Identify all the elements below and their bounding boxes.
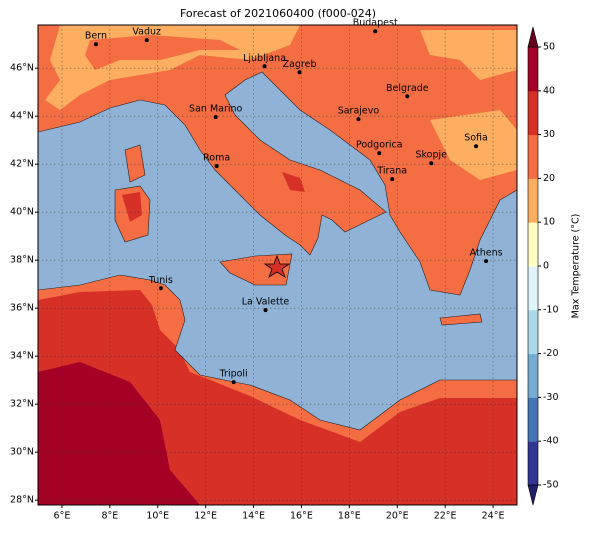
city-dot <box>474 144 479 149</box>
city-label: Zagreb <box>283 59 317 70</box>
italy-hot-zone <box>282 172 305 192</box>
x-tick-label: 6°E <box>54 511 71 522</box>
colorbar-tick-label: 30 <box>543 129 555 140</box>
colorbar-band <box>528 266 538 311</box>
y-tick-label: 40°N <box>10 207 34 218</box>
city-label: Vaduz <box>132 27 161 38</box>
x-tick-label: 24°E <box>482 511 505 522</box>
city-dot <box>484 259 489 264</box>
x-tick-label: 10°E <box>146 511 169 522</box>
city-dot <box>373 29 378 34</box>
x-tick-label: 16°E <box>290 511 313 522</box>
crete <box>439 313 483 326</box>
city-label: Tirana <box>376 166 407 177</box>
city-dot <box>262 64 267 69</box>
title: Forecast of 2021060400 (f000-024) <box>180 7 376 20</box>
y-tick-label: 32°N <box>10 399 34 410</box>
city-dot <box>390 177 395 182</box>
y-tick-label: 30°N <box>10 447 34 458</box>
x-tick-label: 18°E <box>338 511 361 522</box>
colorbar-tick-label: -40 <box>543 436 559 447</box>
city-dot <box>263 308 268 313</box>
colorbar-extend-bottom <box>527 484 539 506</box>
y-tick-label: 46°N <box>10 63 34 74</box>
city-label: Sarajevo <box>338 106 380 117</box>
city-dot <box>405 94 410 99</box>
colorbar-tick-label: 20 <box>543 173 555 184</box>
colorbar-tick-label: 10 <box>543 217 555 228</box>
colorbar-band <box>528 441 538 486</box>
colorbar-band <box>528 222 538 267</box>
colorbar-band <box>528 178 538 223</box>
x-tick-label: 14°E <box>242 511 265 522</box>
city-label: Budapest <box>353 18 398 29</box>
map-fill <box>38 25 517 505</box>
colorbar-band <box>528 47 538 92</box>
city-dot <box>356 117 361 122</box>
colorbar-band <box>528 309 538 355</box>
x-tick-label: 22°E <box>434 511 457 522</box>
city-label: Roma <box>203 153 230 164</box>
colorbar-band <box>528 397 538 442</box>
city-label: Athens <box>470 248 503 259</box>
city-dot <box>429 161 434 166</box>
colorbar-tick-label: -50 <box>543 480 559 491</box>
sicily <box>219 253 293 286</box>
city-dot <box>377 151 382 156</box>
colorbar-band <box>528 90 538 136</box>
colorbar-tick-label: 0 <box>543 261 549 272</box>
x-tick-label: 8°E <box>101 511 118 522</box>
city-label: Belgrade <box>386 83 429 94</box>
city-label: Bern <box>85 31 107 42</box>
very-hot-zone-africa <box>38 362 200 505</box>
colorbar-tick-label: -30 <box>543 392 559 403</box>
y-tick-label: 42°N <box>10 159 34 170</box>
corsica <box>124 144 146 183</box>
alps-core <box>85 35 240 70</box>
city-dot <box>144 38 149 43</box>
city-label: San Marino <box>189 104 242 115</box>
colorbar-band <box>528 353 538 398</box>
x-tick-label: 12°E <box>194 511 217 522</box>
greece-warm-zone <box>430 110 517 180</box>
sardinia-hot-zone <box>122 192 142 222</box>
colorbar-label: Max Temperature (°C) <box>571 214 582 319</box>
colorbar-extend-top <box>527 26 539 48</box>
y-tick-label: 34°N <box>10 351 34 362</box>
city-dot <box>93 42 98 47</box>
colorbar-tick-label: 40 <box>543 85 555 96</box>
city-label: Skopje <box>415 150 447 161</box>
map-frame <box>37 24 518 506</box>
colorbar-tick-label: -20 <box>543 348 559 359</box>
city-dot <box>231 380 236 385</box>
y-tick-label: 28°N <box>10 495 34 506</box>
city-label: La Valette <box>242 297 290 308</box>
city-dot <box>214 164 219 169</box>
city-label: Podgorica <box>356 140 403 151</box>
city-dot <box>297 70 302 75</box>
colorbar-band <box>528 134 538 179</box>
city-label: Tunis <box>148 275 173 286</box>
city-dot <box>213 115 218 120</box>
city-label: Ljubljana <box>243 53 286 64</box>
colorbar-tick-label: 50 <box>543 42 555 53</box>
city-dot <box>158 286 163 291</box>
graticule: 6°E 8°E 10°E 12°E 14°E 16°E 18°E 20°E 22°E 24°E 28… <box>10 25 517 522</box>
y-tick-label: 36°N <box>10 303 34 314</box>
colorbar-tick-label: -10 <box>543 304 559 315</box>
city-label: Tripoli <box>219 369 248 380</box>
city-label: Sofia <box>464 133 488 144</box>
colorbar: -50 -40 -30 -20 -10 0 10 20 30 40 50 <box>527 26 559 506</box>
y-tick-label: 44°N <box>10 111 34 122</box>
y-tick-label: 38°N <box>10 255 34 266</box>
x-tick-label: 20°E <box>386 511 409 522</box>
forecast-location-star <box>263 254 291 278</box>
